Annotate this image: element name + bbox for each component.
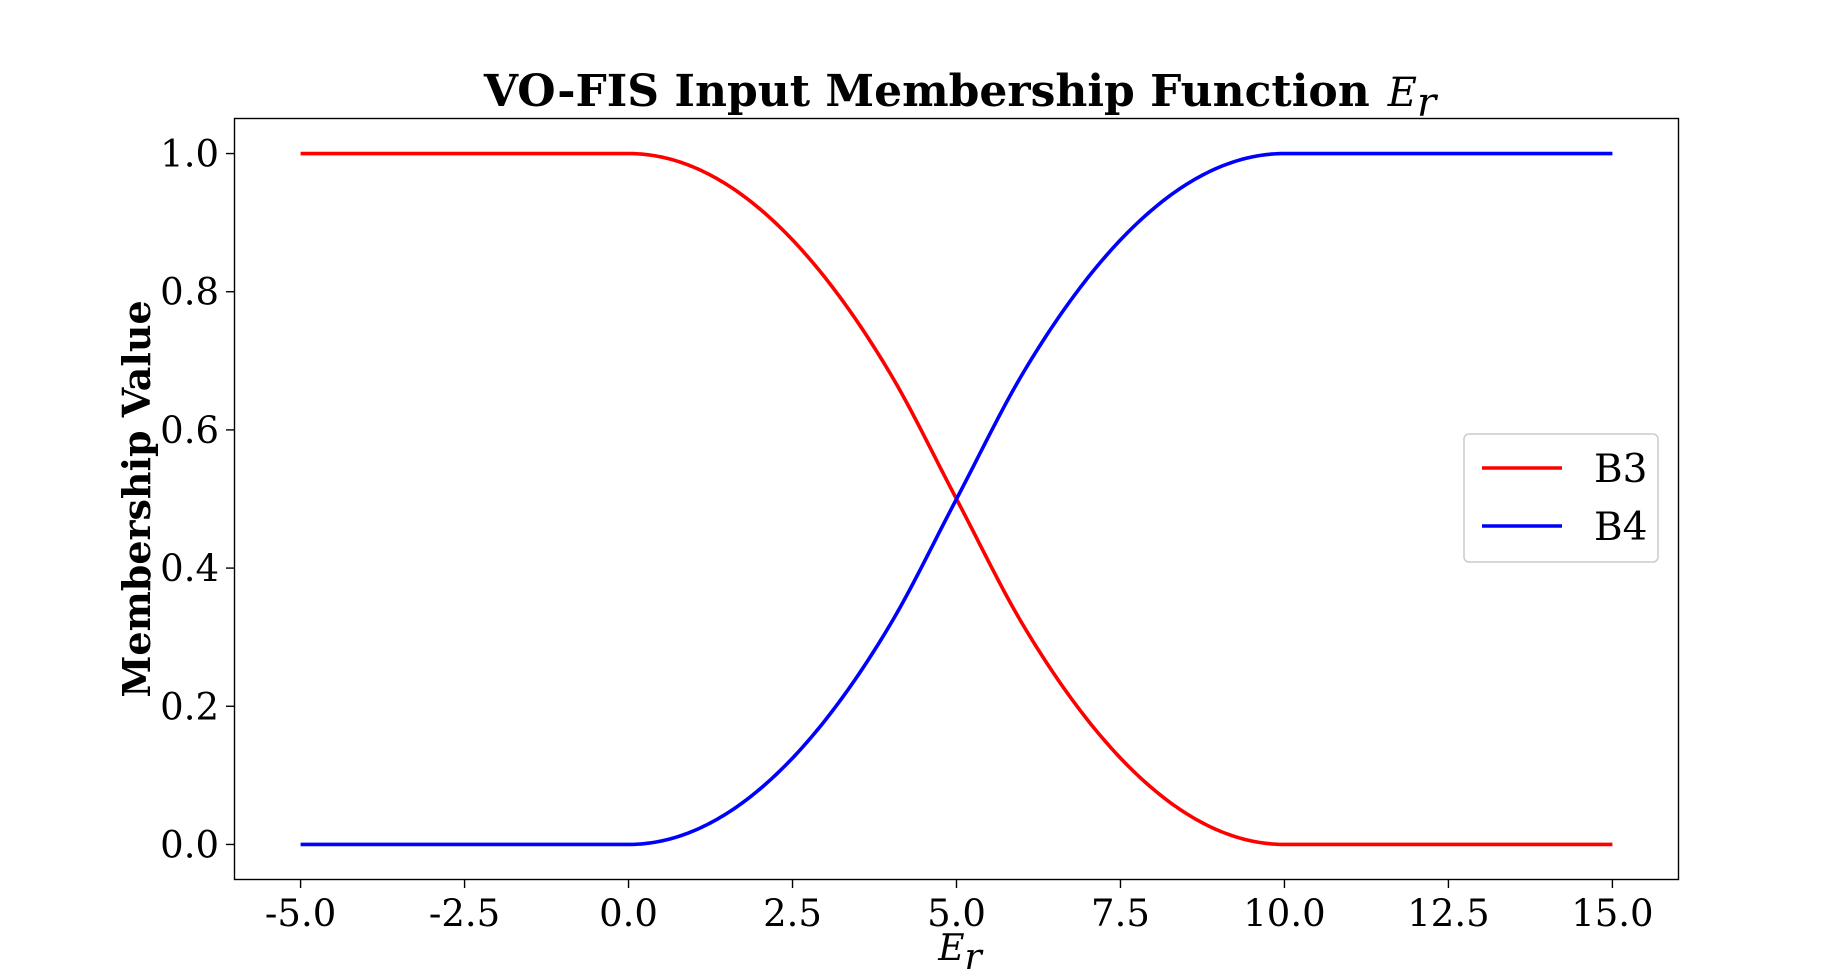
x-tick-label: 15.0 [1571,892,1653,935]
chart-title: VO-FIS Input Membership Function Er [483,66,1439,126]
y-axis: 0.0 0.2 0.4 0.6 0.8 1.0 [160,133,235,866]
legend-label-b4: B4 [1594,505,1647,550]
x-tick-label: 12.5 [1407,892,1489,935]
y-tick-label: 1.0 [160,133,219,176]
x-tick-label: 0.0 [599,892,658,935]
x-axis-label-sub: r [965,937,984,977]
chart-title-math: E [1387,70,1417,116]
x-tick-label: 10.0 [1243,892,1325,935]
y-tick-label: 0.6 [160,409,219,452]
x-tick-label: 7.5 [1091,892,1150,935]
x-axis-label-base: E [937,928,964,969]
chart-title-text: VO-FIS Input Membership Function [483,66,1370,117]
x-tick-label: 2.5 [763,892,822,935]
x-tick-label: -2.5 [429,892,500,935]
y-tick-label: 0.0 [160,823,219,866]
legend-label-b3: B3 [1594,447,1647,492]
y-tick-label: 0.4 [160,547,219,590]
y-tick-label: 0.8 [160,271,219,314]
series-lines [300,151,1613,847]
series-line-b4 [300,151,1613,847]
y-axis-label: Membership Value [114,300,159,697]
y-tick-label: 0.2 [160,685,219,728]
x-tick-label: 5.0 [927,892,986,935]
chart-title-math-sub: r [1417,80,1439,126]
x-tick-label: -5.0 [265,892,336,935]
x-axis: -5.0 -2.5 0.0 2.5 5.0 7.5 10.0 12.5 15.0 [265,879,1654,935]
x-axis-label: Er [937,928,983,977]
legend-box [1463,433,1659,563]
